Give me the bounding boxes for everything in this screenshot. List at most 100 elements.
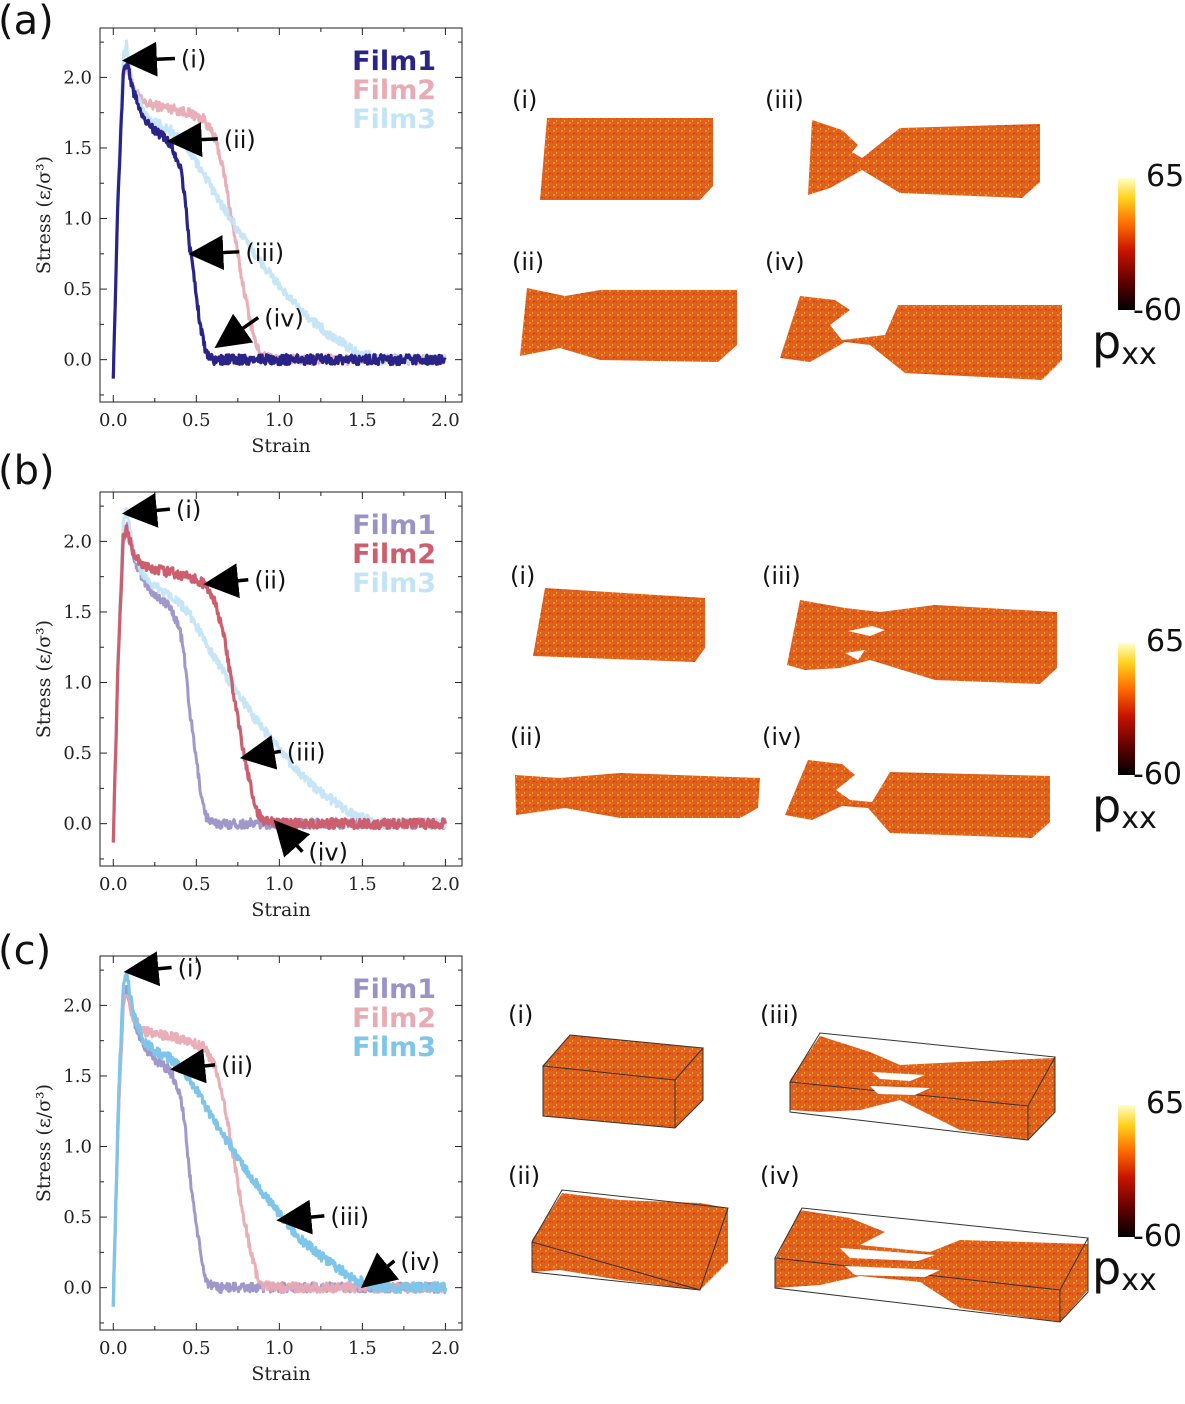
legend-entry-film2: Film2 xyxy=(352,539,436,570)
panel-label: (b) xyxy=(0,448,55,494)
plot-frame xyxy=(99,491,463,867)
simulation-box xyxy=(774,1207,1089,1323)
annotation-label: (iv) xyxy=(264,305,304,333)
snapshot-label: (iii) xyxy=(765,86,804,114)
void xyxy=(848,626,885,636)
colorbar-min: -60 xyxy=(1133,293,1182,328)
x-tick-label: 1.5 xyxy=(348,874,377,895)
snapshot-label: (i) xyxy=(510,562,535,590)
y-axis-title: Stress (ε/σ³) xyxy=(33,156,55,274)
y-tick-label: 1.0 xyxy=(63,673,92,694)
x-tick-label: 2.0 xyxy=(431,410,460,431)
colorbar-min: -60 xyxy=(1133,757,1182,792)
snapshot-label: (iv) xyxy=(762,723,802,751)
annotation-arrow xyxy=(276,1199,325,1235)
y-tick-label: 1.5 xyxy=(63,1066,92,1087)
snapshot-group-a: (i) (ii) (iii) (iv) xyxy=(512,86,1062,380)
simulation-box xyxy=(531,1189,729,1291)
y-tick-label: 0.0 xyxy=(63,814,92,835)
x-axis-title: Strain xyxy=(251,1363,310,1385)
film-snapshot-iii xyxy=(787,600,1057,684)
x-tick-label: 0.0 xyxy=(99,410,128,431)
y-tick-label: 0.0 xyxy=(63,1278,92,1299)
legend-entry-film3: Film3 xyxy=(352,568,436,599)
colorbar-c: 65 -60 pxx xyxy=(1092,1086,1184,1298)
colorbar-b: 65 -60 pxx xyxy=(1092,624,1184,836)
x-tick-label: 2.0 xyxy=(431,874,460,895)
annotation-label: (iv) xyxy=(400,1248,440,1276)
x-tick-label: 1.0 xyxy=(265,1338,294,1359)
simulation-box xyxy=(541,1034,705,1129)
void xyxy=(845,650,865,660)
panel-a: (a) 0.0 0.5 1.0 1.5 2.0 0.0 0.5 1.0 1.5 2.0 Strain… xyxy=(0,0,1184,457)
annotation-arrow xyxy=(214,313,260,349)
y-tick-label: 0.5 xyxy=(63,743,92,764)
y-tick-label: 2.0 xyxy=(63,67,92,88)
annotation-label: (iii) xyxy=(287,738,326,766)
film-snapshot-iii xyxy=(808,120,1040,198)
plot-frame xyxy=(99,955,463,1331)
y-tick-label: 0.5 xyxy=(63,279,92,300)
stress-strain-chart-b: 0.0 0.5 1.0 1.5 2.0 0.0 0.5 1.0 1.5 2.0 Strain Stre… xyxy=(33,491,463,921)
x-axis-title: Strain xyxy=(251,435,310,457)
y-tick-label: 2.0 xyxy=(63,995,92,1016)
snapshot-label: (iii) xyxy=(760,1001,799,1029)
y-axis-title: Stress (ε/σ³) xyxy=(33,620,55,738)
annotation-label: (iv) xyxy=(308,839,348,867)
x-tick-label: 1.0 xyxy=(265,410,294,431)
simulation-box xyxy=(789,1032,1056,1141)
snapshot-label: (ii) xyxy=(510,723,542,751)
legend-entry-film2: Film2 xyxy=(352,1003,436,1034)
annotation-label: (i) xyxy=(181,45,206,73)
colorbar-title: pxx xyxy=(1092,315,1157,372)
snapshot-label: (iii) xyxy=(762,562,801,590)
x-tick-label: 0.5 xyxy=(182,874,211,895)
panel-c: (c) 0.0 0.5 1.0 1.5 2.0 0.0 0.5 1.0 1.5 2.0 Strain… xyxy=(0,928,1184,1385)
void xyxy=(872,1072,925,1081)
film-snapshot-ii xyxy=(515,773,760,818)
snapshot-group-b: (i) (ii) (iii) (iv) xyxy=(510,562,1057,838)
colorbar-title: pxx xyxy=(1092,1241,1157,1298)
y-tick-label: 0.5 xyxy=(63,1207,92,1228)
panel-b: (b) 0.0 0.5 1.0 1.5 2.0 0.0 0.5 1.0 1.5 2.0 Strain… xyxy=(0,448,1184,921)
colorbar-max: 65 xyxy=(1146,1086,1184,1121)
stress-strain-chart-c: 0.0 0.5 1.0 1.5 2.0 0.0 0.5 1.0 1.5 2.0 Strain Stre… xyxy=(33,951,463,1385)
film-snapshot-iv xyxy=(785,760,1050,838)
legend-entry-film3: Film3 xyxy=(352,104,436,135)
stress-strain-chart-a: 0.0 0.5 1.0 1.5 2.0 0.0 0.5 1.0 1.5 2.0 Strain Stre… xyxy=(33,27,463,457)
void xyxy=(845,1266,940,1277)
annotation-label: (ii) xyxy=(221,1052,253,1080)
x-axis-title: Strain xyxy=(251,899,310,921)
annotation-arrow xyxy=(123,951,172,987)
annotation-label: (i) xyxy=(178,955,203,983)
film-snapshot-i xyxy=(543,1035,703,1128)
panel-label: (a) xyxy=(0,0,54,44)
annotation-label: (ii) xyxy=(254,567,286,595)
void xyxy=(840,1248,935,1261)
annotation-arrow xyxy=(360,1252,400,1289)
snapshot-label: (iv) xyxy=(765,248,805,276)
film-snapshot-iv xyxy=(780,296,1062,380)
y-tick-label: 1.5 xyxy=(63,602,92,623)
void xyxy=(870,1086,930,1095)
plot-frame xyxy=(99,27,463,403)
legend-entry-film3: Film3 xyxy=(352,1032,436,1063)
y-tick-label: 1.0 xyxy=(63,1137,92,1158)
y-tick-label: 0.0 xyxy=(63,350,92,371)
film-snapshot-iv xyxy=(775,1210,1088,1322)
annotation-label: (iii) xyxy=(245,239,284,267)
y-tick-label: 1.0 xyxy=(63,209,92,230)
x-tick-label: 2.0 xyxy=(431,1338,460,1359)
colorbar-gradient xyxy=(1118,643,1135,775)
panel-label: (c) xyxy=(0,928,51,974)
colorbar-gradient xyxy=(1118,178,1135,310)
annotation-arrow xyxy=(203,563,249,599)
annotation-arrow xyxy=(188,235,240,270)
annotation-arrow xyxy=(121,492,171,528)
annotation-arrow xyxy=(170,1048,216,1084)
colorbar-max: 65 xyxy=(1146,159,1184,194)
x-tick-label: 0.0 xyxy=(99,874,128,895)
snapshot-label: (i) xyxy=(512,86,537,114)
x-tick-label: 1.5 xyxy=(348,410,377,431)
